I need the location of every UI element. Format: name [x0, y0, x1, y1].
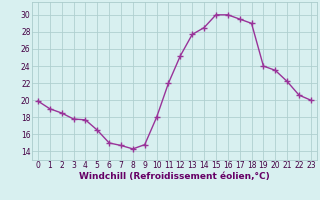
X-axis label: Windchill (Refroidissement éolien,°C): Windchill (Refroidissement éolien,°C): [79, 172, 270, 181]
